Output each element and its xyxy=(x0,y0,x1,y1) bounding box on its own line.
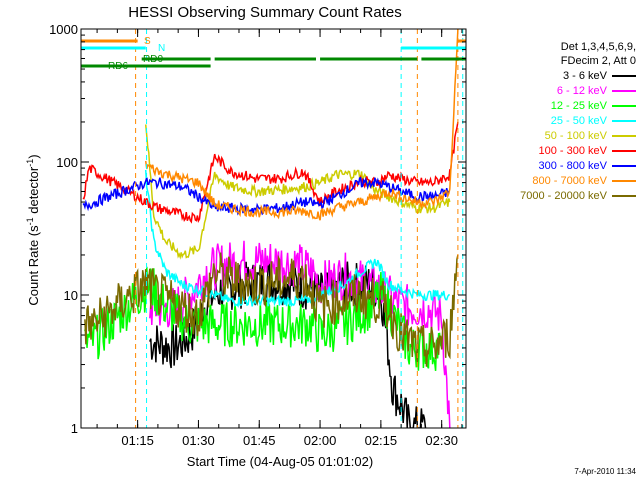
legend-swatch xyxy=(612,104,636,107)
legend-entry-label: 3 - 6 keV xyxy=(562,69,607,82)
legend-entry: 800 - 7000 keV xyxy=(486,173,636,188)
legend-swatch xyxy=(612,134,636,137)
legend-swatch xyxy=(612,149,636,152)
flag-label: RD0 xyxy=(143,54,163,65)
x-tick-label: 01:15 xyxy=(121,433,154,448)
legend-entry: 3 - 6 keV xyxy=(486,68,636,83)
legend-entry-label: 12 - 25 keV xyxy=(550,99,607,112)
series-line-1 xyxy=(149,240,451,428)
chart-title: HESSI Observing Summary Count Rates xyxy=(128,4,401,21)
series-line-2 xyxy=(84,266,443,371)
series-layer xyxy=(82,29,464,428)
flag-label: S xyxy=(144,36,151,47)
series-line-5 xyxy=(82,121,459,224)
y-axis-label-part: Count Rate (s xyxy=(26,225,41,306)
x-tick-label: 02:00 xyxy=(304,433,337,448)
axis-layer: 1 10 100 1000 01:15 01:30 01:45 02:00 02:15 02:30 xyxy=(49,22,467,448)
flag-label: RD6 xyxy=(108,61,128,72)
flag-label: N xyxy=(158,43,165,54)
legend-swatch xyxy=(612,89,636,92)
chart-legend: Det 1,3,4,5,6,9, FDecim 2, Att 0 3 - 6 k… xyxy=(486,40,636,203)
series-line-6 xyxy=(82,176,450,216)
legend-entry: 100 - 300 keV xyxy=(486,143,636,158)
y-tick-label: 10 xyxy=(64,288,78,303)
x-tick-label: 02:30 xyxy=(425,433,458,448)
y-axis-label-exponent: -1 xyxy=(25,159,35,167)
y-tick-label: 100 xyxy=(56,155,78,170)
y-tick-label: 1000 xyxy=(49,22,78,37)
legend-swatch xyxy=(612,119,636,122)
plot-frame xyxy=(80,28,467,429)
legend-header-line: Det 1,3,4,5,6,9, xyxy=(560,41,636,53)
legend-entry: 7000 - 20000 keV xyxy=(486,188,636,203)
y-axis-label-part: ) xyxy=(26,154,41,158)
x-axis-label: Start Time (04-Aug-05 01:01:02) xyxy=(187,454,373,469)
legend-swatch xyxy=(612,194,636,197)
legend-entry-label: 50 - 100 keV xyxy=(544,129,607,142)
legend-header-line: FDecim 2, Att 0 xyxy=(560,55,636,67)
legend-entry: 50 - 100 keV xyxy=(486,128,636,143)
x-tick-label: 01:45 xyxy=(243,433,276,448)
series-line-7 xyxy=(144,29,459,221)
legend-entry: 12 - 25 keV xyxy=(486,98,636,113)
legend-entry-label: 25 - 50 keV xyxy=(550,114,607,127)
y-tick-label: 1 xyxy=(71,421,78,436)
y-axis-label: Count Rate (s-1 detector-1) xyxy=(25,154,41,305)
y-axis-label-exponent: -1 xyxy=(25,217,35,225)
legend-entry-label: 300 - 800 keV xyxy=(538,159,608,172)
timestamp: 7-Apr-2010 11:34 xyxy=(574,467,636,476)
legend-entry: 6 - 12 keV xyxy=(486,83,636,98)
series-line-3 xyxy=(144,169,450,308)
legend-swatch xyxy=(612,74,636,77)
y-axis-label-part: detector xyxy=(26,166,41,217)
legend-entry-label: 6 - 12 keV xyxy=(556,84,607,97)
legend-entry-label: 100 - 300 keV xyxy=(538,144,608,157)
legend-swatch xyxy=(612,179,636,182)
x-tick-label: 02:15 xyxy=(365,433,398,448)
legend-entry: 300 - 800 keV xyxy=(486,158,636,173)
legend-entry: 25 - 50 keV xyxy=(486,113,636,128)
legend-entry-label: 800 - 7000 keV xyxy=(532,174,607,187)
legend-swatch xyxy=(612,164,636,167)
x-tick-label: 01:30 xyxy=(182,433,215,448)
series-line-8 xyxy=(84,252,459,367)
legend-entry-label: 7000 - 20000 keV xyxy=(520,189,607,202)
